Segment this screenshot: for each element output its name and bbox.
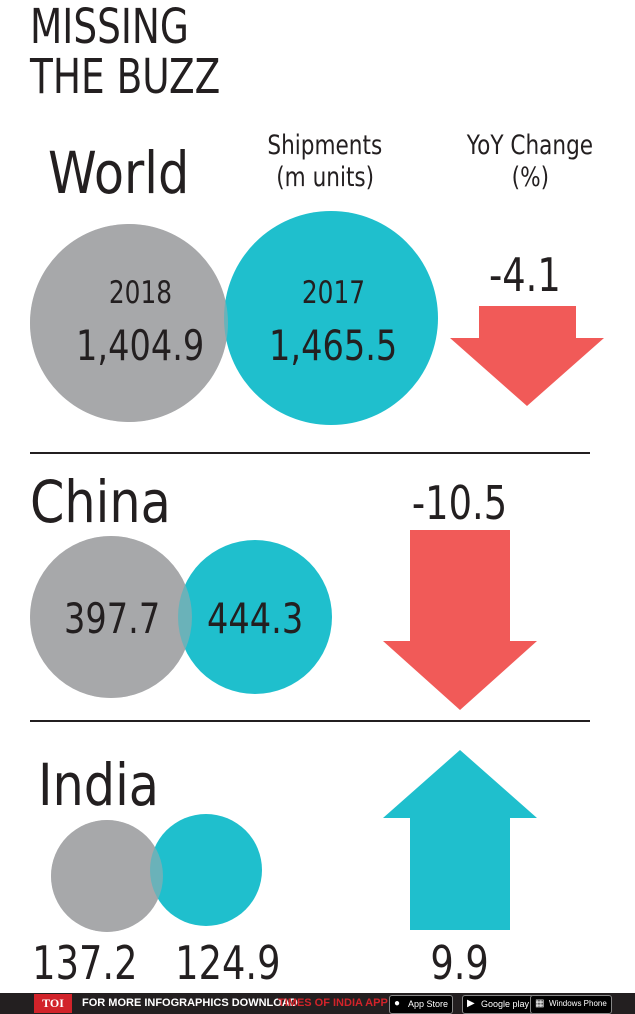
world-2017-value: 1,465.5 [268, 321, 398, 370]
region-label-india: India [38, 751, 159, 819]
title-line-1: MISSING [30, 0, 189, 55]
toi-logo[interactable]: TOI [34, 994, 72, 1013]
app-store-badge[interactable]: ● App Store [389, 995, 454, 1014]
play-icon: ▶ [467, 998, 475, 1009]
footer-promo-text: FOR MORE INFOGRAPHICS DOWNLOAD [82, 997, 298, 1009]
china-overlap-tint [30, 536, 192, 698]
china-2018-value: 397.7 [63, 594, 161, 643]
yoy-header-line-1: YoY Change [466, 130, 594, 161]
bubble-chart [30, 211, 604, 932]
china-yoy-arrow [383, 530, 537, 710]
divider-world-china [30, 452, 590, 454]
world-yoy-arrow [450, 306, 604, 406]
india-overlap-tint [51, 820, 163, 932]
world-2017-year-label: 2017 [301, 275, 365, 311]
china-2017-bubble [178, 540, 332, 694]
china-2017-value: 444.3 [206, 594, 304, 643]
windows-phone-badge[interactable]: ▦ Windows Phone [530, 995, 612, 1014]
apple-icon: ● [394, 998, 401, 1009]
india-2018-value: 137.2 [32, 936, 138, 990]
world-2018-year-label: 2018 [108, 275, 172, 311]
world-2017-bubble [224, 211, 438, 425]
google-play-badge[interactable]: ▶ Google play [462, 995, 535, 1014]
footer-bar: TOI FOR MORE INFOGRAPHICS DOWNLOAD TIMES… [0, 993, 635, 1014]
shipments-header: Shipments (m units) [245, 130, 405, 194]
india-yoy-arrow [383, 750, 537, 930]
china-yoy-value: -10.5 [412, 476, 508, 530]
india-yoy-value: 9.9 [430, 936, 490, 990]
windows-icon: ▦ [535, 998, 545, 1009]
world-2018-value: 1,404.9 [75, 321, 205, 370]
world-yoy-value: -4.1 [489, 248, 561, 302]
region-label-china: China [30, 468, 171, 536]
india-2017-bubble [150, 814, 262, 926]
divider-china-india [30, 720, 590, 722]
yoy-header-line-2: (%) [511, 162, 549, 193]
footer-brand-text[interactable]: TIMES OF INDIA APP [278, 997, 388, 1009]
title-line-2: THE BUZZ [30, 49, 221, 105]
shipments-header-line-1: Shipments [267, 130, 383, 161]
region-label-world: World [48, 139, 190, 207]
yoy-header: YoY Change (%) [450, 130, 610, 194]
shipments-header-line-2: (m units) [276, 162, 374, 193]
world-overlap-tint [30, 224, 228, 422]
india-2017-value: 124.9 [175, 936, 281, 990]
page-title: MISSING THE BUZZ [30, 2, 274, 102]
